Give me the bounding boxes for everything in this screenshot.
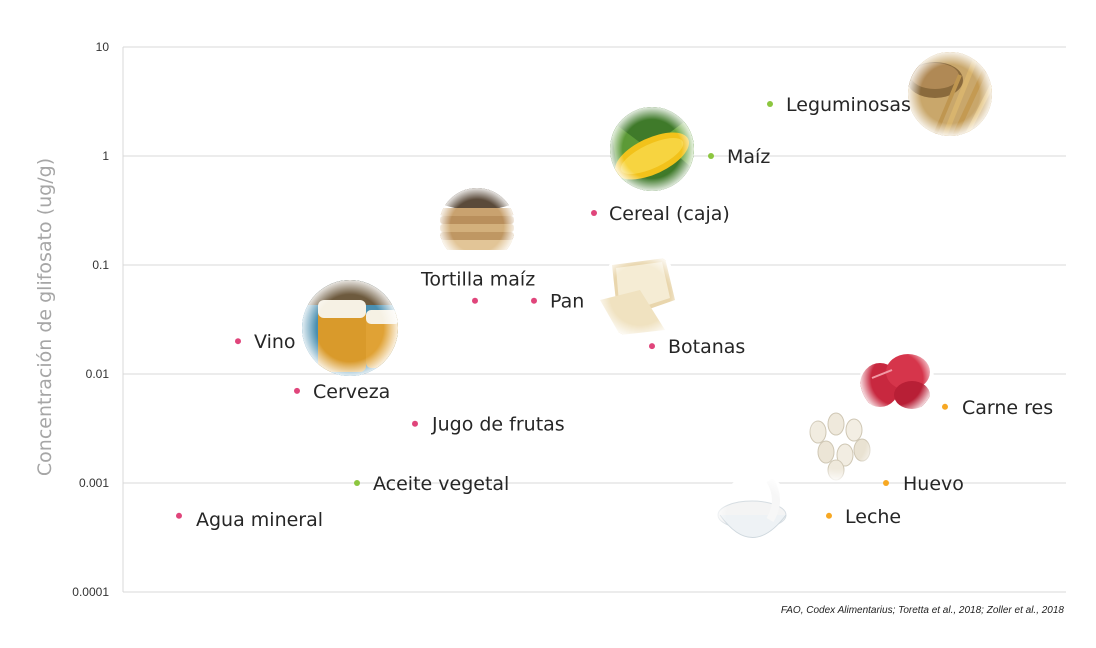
data-point	[235, 338, 241, 345]
eggs-photo	[798, 401, 878, 481]
beef-photo	[860, 342, 934, 416]
data-point	[412, 420, 418, 427]
y-tick-label: 10	[96, 40, 110, 54]
data-label: Aceite vegetal	[373, 473, 509, 495]
data-point	[591, 209, 597, 216]
data-point	[826, 512, 832, 519]
data-label: Jugo de frutas	[431, 414, 565, 436]
data-label: Leche	[845, 506, 901, 528]
milk-photo	[714, 476, 798, 560]
data-point	[472, 297, 478, 304]
data-point	[176, 512, 182, 519]
data-label: Cerveza	[313, 381, 390, 403]
wheat-photo	[908, 52, 992, 136]
data-point	[294, 387, 300, 394]
beer-photo	[302, 280, 398, 376]
data-label: Carne res	[962, 397, 1053, 419]
y-axis-label: Concentración de glifosato (ug/g)	[34, 158, 56, 476]
data-point	[942, 403, 948, 410]
data-label: Botanas	[668, 336, 745, 358]
data-points: Agua mineral Vino Cerveza Aceite vegetal Jug…	[176, 94, 1053, 531]
y-tick-label: 1	[102, 149, 109, 163]
data-label: Agua mineral	[196, 509, 323, 531]
data-label: Vino	[254, 331, 296, 353]
data-label: Tortilla maíz	[420, 269, 535, 291]
grid-lines	[123, 46, 1066, 593]
data-point	[354, 480, 360, 486]
bread-photo	[597, 252, 683, 338]
y-tick-label: 0.1	[92, 258, 109, 272]
data-point	[708, 153, 714, 159]
data-point	[649, 343, 655, 350]
tortillas-photo	[439, 188, 515, 264]
data-label: Leguminosas	[786, 94, 911, 116]
y-tick-label: 0.01	[86, 367, 110, 381]
data-label: Pan	[550, 291, 584, 313]
source-note: FAO, Codex Alimentarius; Toretta et al.,…	[780, 605, 1064, 616]
data-label: Cereal (caja)	[609, 203, 730, 225]
y-tick-label: 0.001	[79, 476, 109, 490]
data-point	[767, 100, 773, 107]
corn-photo	[610, 107, 694, 191]
data-point	[883, 480, 889, 486]
data-label: Maíz	[727, 146, 770, 168]
data-point	[531, 297, 537, 304]
y-tick-label: 0.0001	[72, 585, 109, 599]
y-tick-labels: 10 1 0.1 0.01 0.001 0.0001	[72, 40, 109, 599]
data-label: Huevo	[903, 473, 964, 495]
